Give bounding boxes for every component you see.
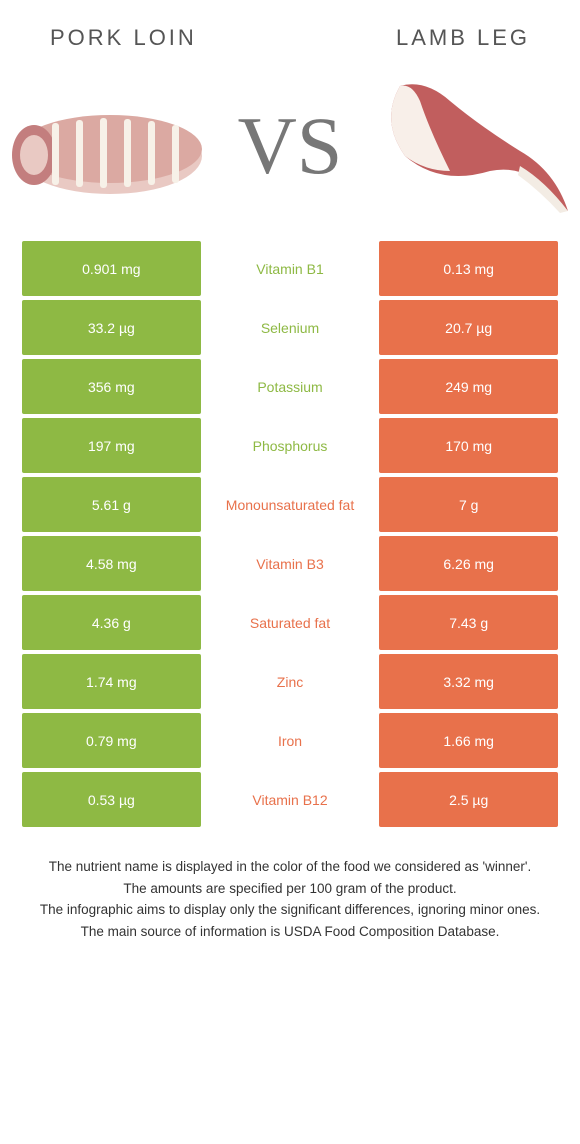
title-left: PORK LOIN	[50, 25, 197, 51]
header-titles: PORK LOIN LAMB LEG	[0, 0, 580, 61]
table-row: 0.53 µgVitamin B122.5 µg	[22, 772, 558, 827]
nutrient-label: Vitamin B1	[201, 241, 380, 296]
table-row: 4.36 gSaturated fat7.43 g	[22, 595, 558, 650]
table-row: 0.79 mgIron1.66 mg	[22, 713, 558, 768]
value-right: 1.66 mg	[379, 713, 558, 768]
value-left: 0.79 mg	[22, 713, 201, 768]
value-right: 7 g	[379, 477, 558, 532]
value-left: 356 mg	[22, 359, 201, 414]
value-left: 0.53 µg	[22, 772, 201, 827]
vs-illustration-row: VS	[10, 61, 570, 231]
table-row: 356 mgPotassium249 mg	[22, 359, 558, 414]
comparison-table: 0.901 mgVitamin B10.13 mg33.2 µgSelenium…	[22, 241, 558, 827]
value-right: 7.43 g	[379, 595, 558, 650]
nutrient-label: Potassium	[201, 359, 380, 414]
lamb-leg-illustration	[370, 71, 570, 221]
value-left: 5.61 g	[22, 477, 201, 532]
value-left: 1.74 mg	[22, 654, 201, 709]
pork-loin-illustration	[10, 71, 210, 221]
value-left: 0.901 mg	[22, 241, 201, 296]
vs-label: VS	[238, 99, 343, 193]
nutrient-label: Vitamin B12	[201, 772, 380, 827]
value-right: 3.32 mg	[379, 654, 558, 709]
table-row: 0.901 mgVitamin B10.13 mg	[22, 241, 558, 296]
value-left: 33.2 µg	[22, 300, 201, 355]
footnote-line: The amounts are specified per 100 gram o…	[30, 879, 550, 899]
footnote-line: The infographic aims to display only the…	[30, 900, 550, 920]
value-right: 6.26 mg	[379, 536, 558, 591]
title-right: LAMB LEG	[396, 25, 530, 51]
nutrient-label: Zinc	[201, 654, 380, 709]
footnotes: The nutrient name is displayed in the co…	[30, 857, 550, 941]
value-right: 249 mg	[379, 359, 558, 414]
table-row: 197 mgPhosphorus170 mg	[22, 418, 558, 473]
nutrient-label: Selenium	[201, 300, 380, 355]
nutrient-label: Phosphorus	[201, 418, 380, 473]
value-left: 4.36 g	[22, 595, 201, 650]
table-row: 33.2 µgSelenium20.7 µg	[22, 300, 558, 355]
nutrient-label: Saturated fat	[201, 595, 380, 650]
value-left: 4.58 mg	[22, 536, 201, 591]
value-left: 197 mg	[22, 418, 201, 473]
value-right: 2.5 µg	[379, 772, 558, 827]
table-row: 1.74 mgZinc3.32 mg	[22, 654, 558, 709]
table-row: 5.61 gMonounsaturated fat7 g	[22, 477, 558, 532]
footnote-line: The main source of information is USDA F…	[30, 922, 550, 942]
nutrient-label: Iron	[201, 713, 380, 768]
value-right: 170 mg	[379, 418, 558, 473]
value-right: 0.13 mg	[379, 241, 558, 296]
value-right: 20.7 µg	[379, 300, 558, 355]
table-row: 4.58 mgVitamin B36.26 mg	[22, 536, 558, 591]
footnote-line: The nutrient name is displayed in the co…	[30, 857, 550, 877]
nutrient-label: Vitamin B3	[201, 536, 380, 591]
nutrient-label: Monounsaturated fat	[201, 477, 380, 532]
